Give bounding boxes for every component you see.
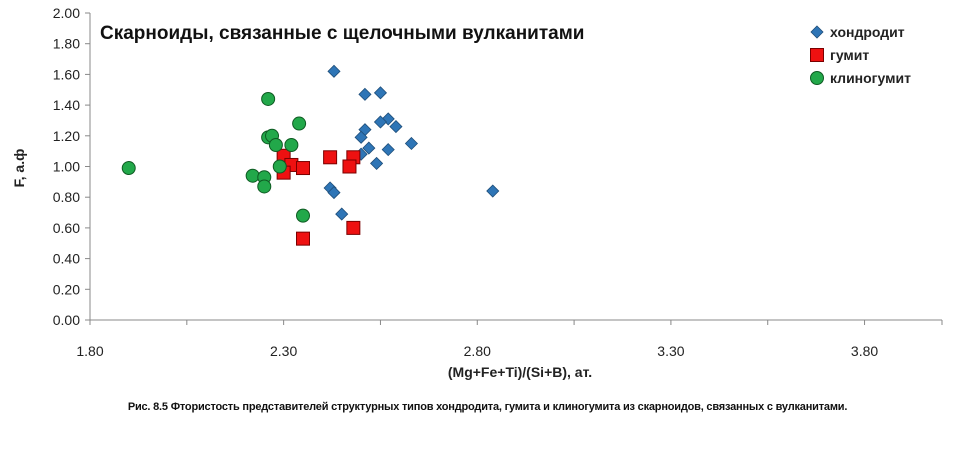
diamond-data-point [354,130,368,144]
circle-data-point [245,168,260,183]
y-tick-label: 0.40 [53,251,80,267]
circle-data-point [121,161,136,176]
y-tick-label: 0.60 [53,220,80,236]
y-tick-label: 1.40 [53,97,80,113]
y-tick-label: 1.20 [53,128,80,144]
legend-label: хондродит [830,24,905,40]
diamond-data-point [404,136,419,151]
data-marks [121,64,500,246]
x-tick-label: 2.30 [270,343,297,359]
series-circle [121,91,310,223]
diamond-data-point [370,156,384,170]
circle-data-point [272,159,287,174]
square-data-point [346,220,361,235]
diamond-data-point [358,87,372,101]
square-data-point [296,231,310,246]
axes: 0.00 0.20 0.40 0.60 0.80 1.00 1.20 1.40 1.60 1.80… [53,5,943,359]
legend-marker-circle [810,71,824,85]
square-data-point [342,159,357,174]
chart-title: Скарноиды, связанные с щелочными вулкани… [100,23,584,44]
x-tick-label: 3.30 [657,343,684,359]
x-axis-title: (Mg+Fe+Ti)/(Si+B), ат. [448,364,592,380]
y-tick-label: 1.00 [53,159,80,175]
diamond-data-point [362,141,376,155]
circle-data-point [261,91,276,106]
diamond-data-point [373,86,388,100]
circle-data-point [296,208,310,223]
y-tick-label: 0.20 [53,281,80,297]
y-tick-label: 2.00 [53,5,80,21]
x-tick-label: 2.80 [464,343,491,359]
diamond-data-point [327,186,341,200]
x-tick-label: 1.80 [76,343,103,359]
circle-data-point [268,138,283,153]
series-square [276,148,361,246]
scatter-chart: 0.00 0.20 0.40 0.60 0.80 1.00 1.20 1.40 1.60 1.80… [11,5,943,380]
square-data-point [296,161,310,176]
circle-data-point [257,179,272,194]
y-tick-label: 0.80 [53,189,80,205]
series-diamond [323,64,500,221]
diamond-data-point [381,143,395,157]
circle-data-point [292,116,307,131]
y-tick-label: 1.60 [53,66,80,82]
x-tick-label: 3.80 [851,343,878,359]
legend: хондродит гумит клиногумит [810,24,911,86]
diamond-data-point [335,207,349,221]
diamond-data-point [486,184,500,198]
legend-marker-square [810,48,824,62]
legend-label: гумит [830,47,869,63]
diamond-data-point [389,120,403,134]
diamond-data-point [373,115,388,129]
y-axis-title: F, а.ф [11,149,27,188]
figure-caption: Рис. 8.5 Фтористость представителей стру… [127,401,848,413]
y-tick-label: 1.80 [53,36,80,52]
diamond-data-point [327,64,341,78]
square-data-point [323,150,338,165]
circle-data-point [284,138,299,153]
y-tick-label: 0.00 [53,312,80,328]
legend-label: клиногумит [830,70,911,86]
legend-marker-diamond [810,25,824,39]
